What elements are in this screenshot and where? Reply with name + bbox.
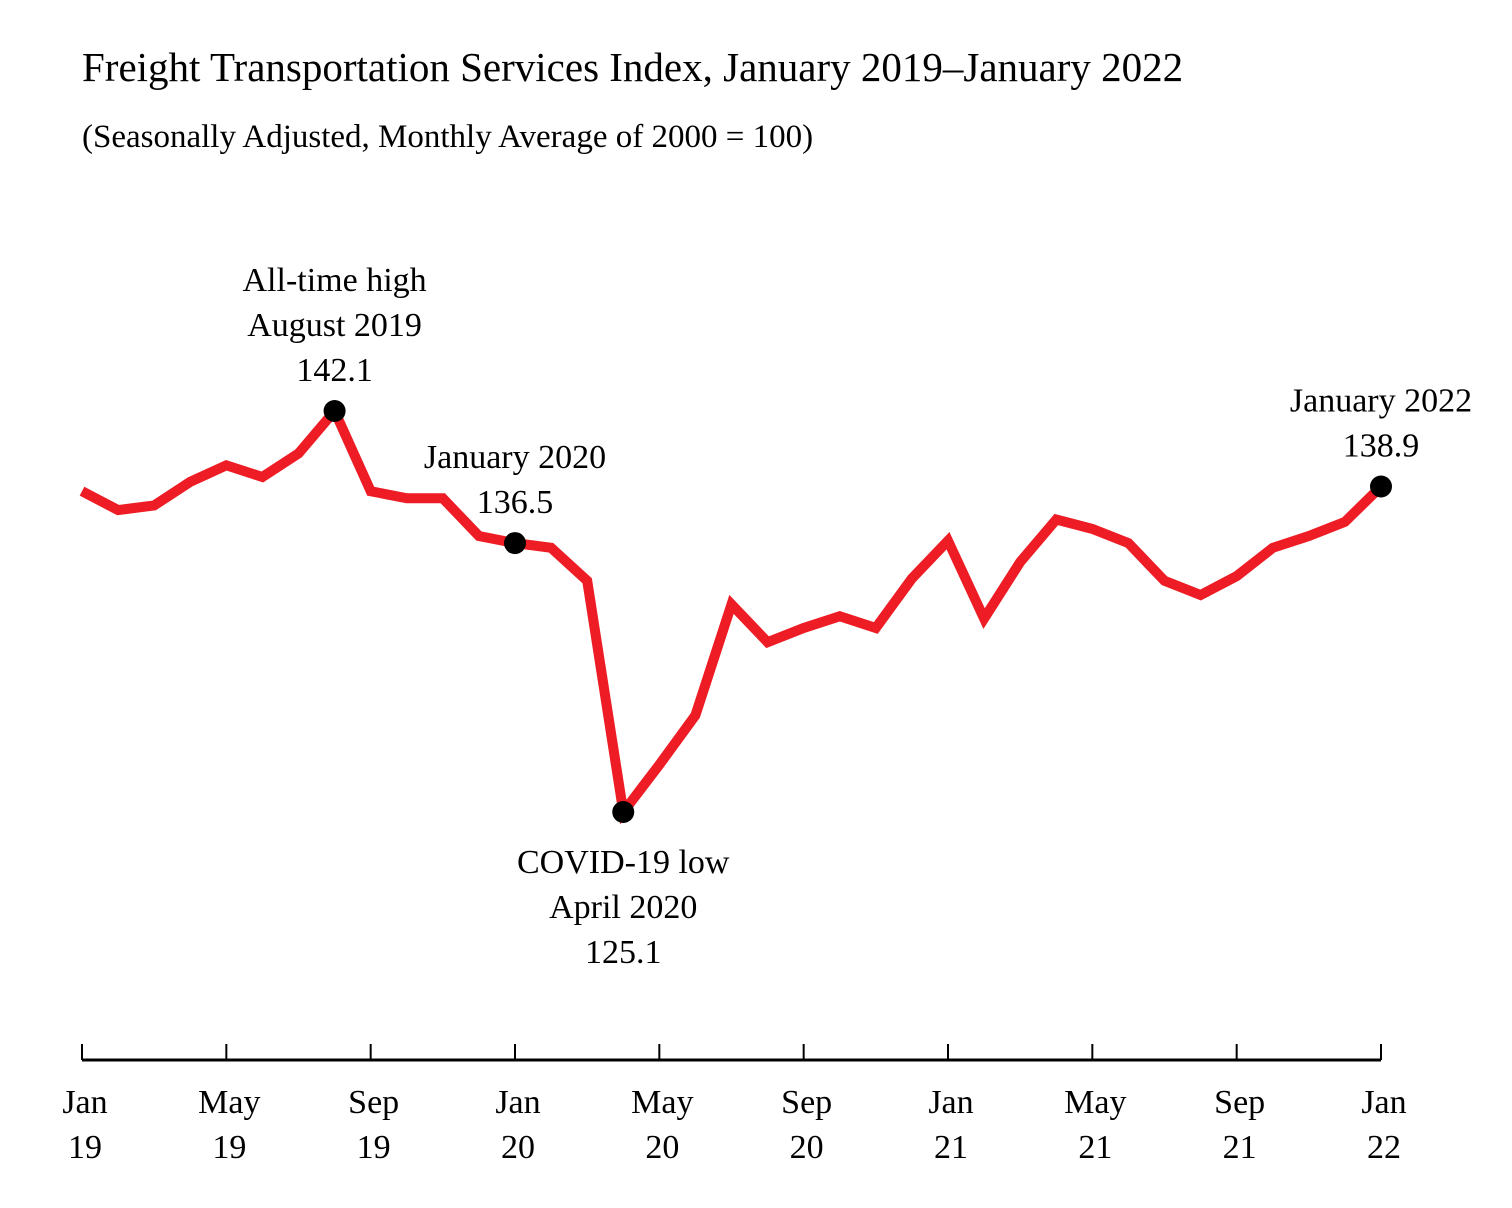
annotation-marker <box>612 801 635 823</box>
x-tick-label: 20 <box>790 1129 824 1166</box>
x-tick-label: 19 <box>68 1129 102 1166</box>
x-tick-label: May <box>198 1084 260 1121</box>
annotation-label: 125.1 <box>585 934 662 971</box>
annotation-label: August 2019 <box>247 307 422 344</box>
annotation-marker <box>1370 475 1392 498</box>
annotation-label: 136.5 <box>477 484 554 521</box>
annotation-marker <box>323 400 346 422</box>
annotation-label: 138.9 <box>1343 427 1420 464</box>
x-tick-label: Sep <box>348 1084 399 1121</box>
x-tick-label: 19 <box>357 1129 391 1166</box>
x-tick-label: Sep <box>1214 1084 1265 1121</box>
annotation-marker <box>504 532 526 555</box>
x-tick-label: 21 <box>1223 1129 1257 1166</box>
annotation-label: 142.1 <box>296 352 373 389</box>
x-tick-label: 21 <box>934 1129 968 1166</box>
annotation-label: All-time high <box>243 262 427 299</box>
annotation-label: January 2020 <box>424 439 606 476</box>
x-tick-label: Sep <box>781 1084 832 1121</box>
series-line <box>79 401 1385 825</box>
x-tick-label: 22 <box>1367 1129 1401 1166</box>
x-tick-label: May <box>1064 1084 1126 1121</box>
x-tick-label: 20 <box>501 1129 535 1166</box>
x-tick-label: 21 <box>1078 1129 1112 1166</box>
x-tick-label: Jan <box>928 1084 973 1121</box>
x-tick-label: Jan <box>1361 1084 1406 1121</box>
annotations: All-time high August 2019 142.1 January 202… <box>243 262 1473 971</box>
x-tick-label: Jan <box>62 1084 107 1121</box>
x-tick-label: 20 <box>645 1129 679 1166</box>
annotation-label: COVID-19 low <box>517 844 730 881</box>
series <box>79 401 1385 825</box>
x-axis: Jan 19 May 19 Sep 19 Jan 20 May 20 Sep 20 Jan 21 May 21… <box>62 1044 1407 1166</box>
chart-subtitle: (Seasonally Adjusted, Monthly Average of… <box>82 119 813 155</box>
annotation-label: April 2020 <box>549 889 697 926</box>
x-tick-label: May <box>631 1084 693 1121</box>
chart-title: Freight Transportation Services Index, J… <box>82 44 1183 90</box>
annotation-label: January 2022 <box>1290 382 1472 419</box>
x-tick-label: Jan <box>495 1084 540 1121</box>
x-tick-label: 19 <box>212 1129 246 1166</box>
